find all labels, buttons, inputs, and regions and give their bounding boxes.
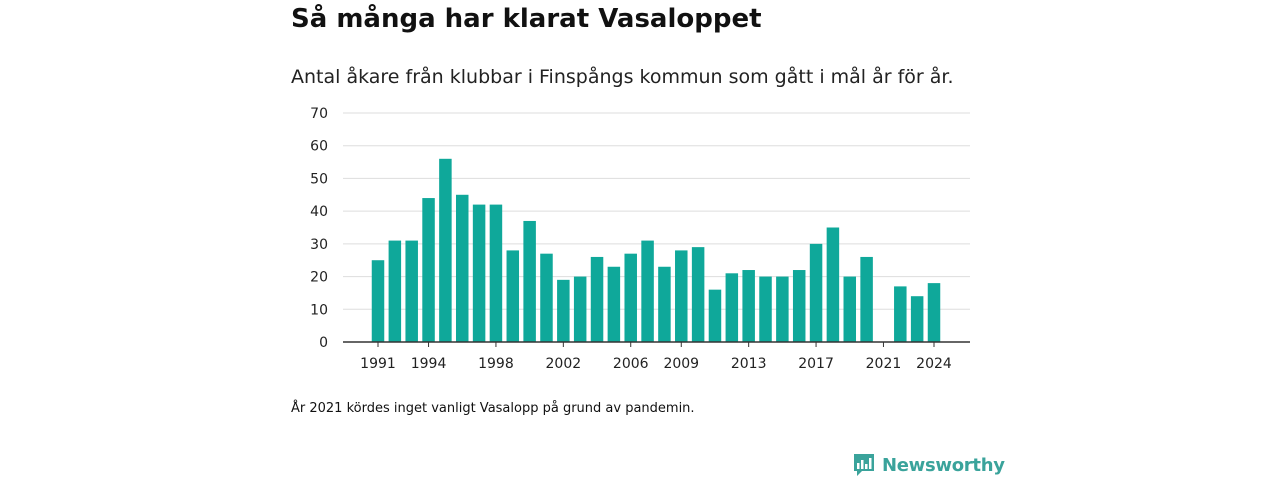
bar [405, 240, 418, 342]
y-tick-label: 60 [310, 139, 328, 155]
bar [742, 270, 755, 342]
bar [725, 273, 739, 342]
bar [489, 204, 503, 342]
bar [607, 266, 621, 342]
y-tick-label: 50 [310, 171, 328, 187]
newsworthy-logo: Newsworthy [852, 452, 1005, 478]
x-tick-label: 2017 [798, 356, 834, 372]
footnote: År 2021 kördes inget vanligt Vasalopp på… [291, 401, 695, 416]
x-axis-ticks: 1991 1994 1998 2002 2006 2009 2013 2017 2021 2024 [360, 342, 952, 372]
y-tick-label: 40 [310, 204, 328, 220]
y-tick-label: 0 [319, 335, 328, 351]
newsworthy-logo-text: Newsworthy [882, 454, 1005, 476]
bar [573, 276, 587, 342]
bar [371, 260, 385, 342]
bar [472, 204, 486, 342]
bar [927, 283, 941, 342]
bar [590, 256, 604, 342]
bar [658, 266, 671, 342]
x-tick-label: 2002 [546, 356, 582, 372]
bar [826, 227, 840, 342]
bar-chart: 0 10 20 30 40 50 60 70 1991 1994 1998 2002 2006 2009… [310, 106, 970, 372]
bar [439, 158, 452, 342]
y-tick-label: 70 [310, 106, 328, 122]
grid-lines [343, 112, 970, 310]
bar [708, 289, 722, 342]
chart-subtitle: Antal åkare från klubbar i Finspångs kom… [291, 66, 954, 88]
bar [860, 256, 873, 342]
bar [809, 243, 823, 342]
y-tick-label: 20 [310, 270, 328, 286]
bars [371, 158, 941, 342]
x-tick-label: 2009 [663, 356, 699, 372]
x-tick-label: 2021 [866, 356, 902, 372]
x-tick-label: 1994 [411, 356, 447, 372]
bar [422, 198, 435, 342]
bar [894, 286, 907, 342]
x-tick-label: 1991 [360, 356, 396, 372]
x-tick-label: 2024 [916, 356, 952, 372]
newsworthy-logo-icon [854, 454, 874, 476]
bar [910, 296, 924, 342]
bar [388, 240, 402, 342]
bar [624, 253, 637, 342]
bar [557, 279, 570, 342]
y-tick-label: 30 [310, 237, 328, 253]
bar [540, 253, 553, 342]
bar [675, 250, 688, 342]
bar [455, 194, 469, 342]
bar [691, 247, 705, 342]
bar [506, 250, 520, 342]
x-tick-label: 1998 [478, 356, 514, 372]
bar [776, 276, 789, 342]
x-tick-label: 2006 [613, 356, 649, 372]
x-tick-label: 2013 [731, 356, 767, 372]
y-tick-label: 10 [310, 302, 328, 318]
y-axis-ticks: 0 10 20 30 40 50 60 70 [310, 106, 328, 351]
bar [759, 276, 772, 342]
bar [843, 276, 857, 342]
bar [523, 220, 536, 342]
chart-title: Så många har klarat Vasaloppet [291, 4, 762, 34]
bar [641, 240, 654, 342]
bar [792, 270, 806, 342]
